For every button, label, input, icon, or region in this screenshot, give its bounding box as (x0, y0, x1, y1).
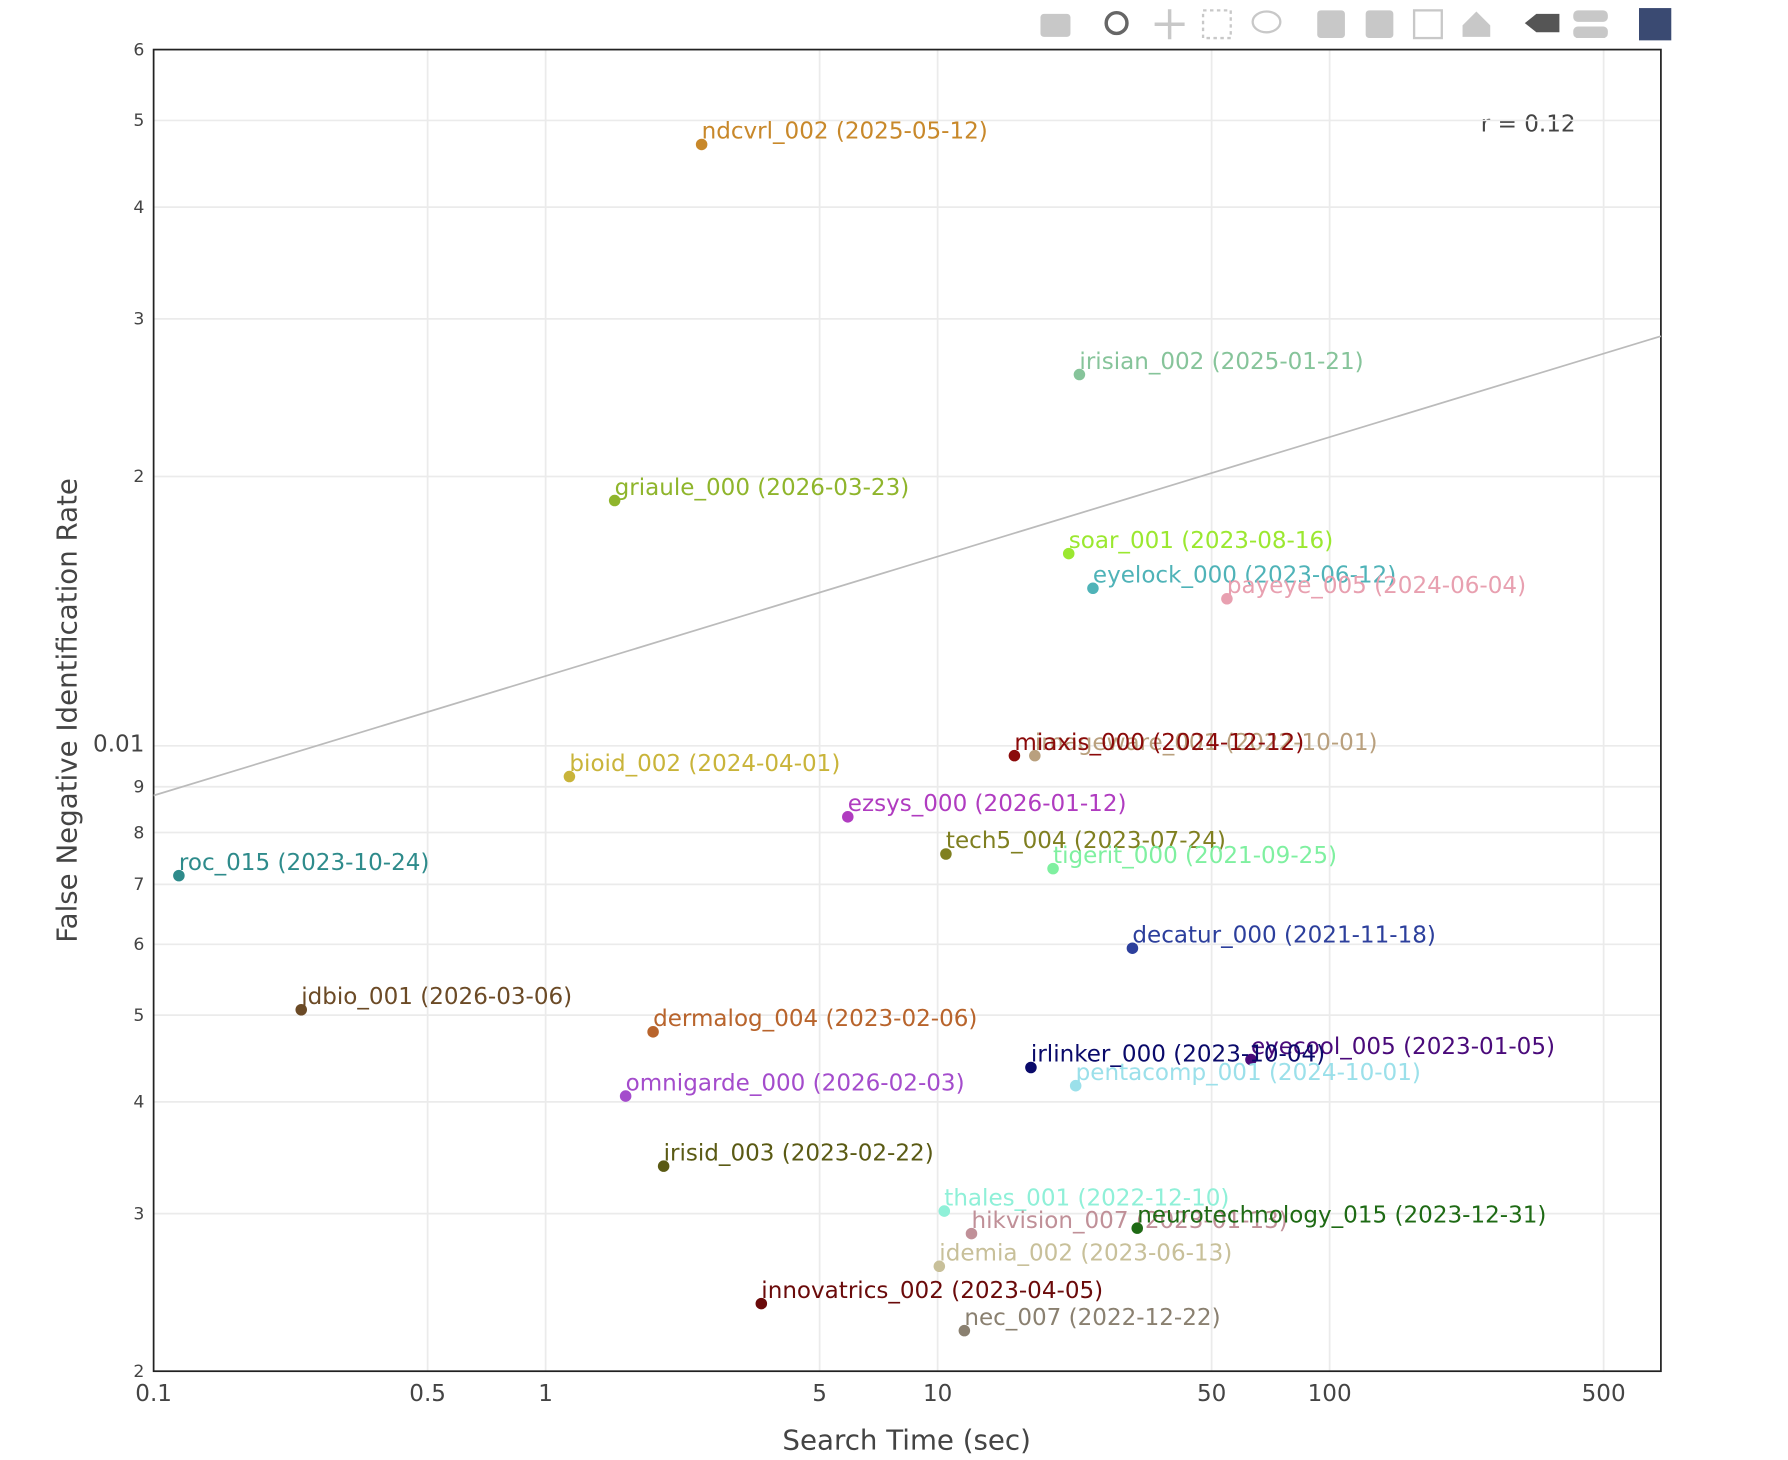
point-label: eyelock_000 (2023-06-12) (1093, 562, 1396, 588)
point (958, 1324, 971, 1337)
x-tick-label: 50 (1197, 1381, 1226, 1407)
y-tick-label: 9 (133, 778, 144, 798)
point-label: griaule_000 (2026-03-23) (615, 475, 910, 501)
point-label: ndcvrl_002 (2025-05-12) (702, 119, 988, 145)
select-icon[interactable] (1201, 9, 1232, 40)
point (938, 1205, 951, 1217)
x-axis-title: Search Time (sec) (782, 1424, 1031, 1457)
point (965, 1227, 978, 1240)
point-label: ezsys_000 (2026-01-12) (848, 791, 1127, 817)
point (647, 1026, 659, 1038)
y-tick-label: 4 (133, 1093, 144, 1113)
y-tick-label: 2 (133, 467, 144, 487)
y-tick-label: 6 (133, 935, 144, 955)
point (1062, 547, 1075, 560)
y-tick-label: 8 (133, 823, 144, 843)
point (1069, 1079, 1082, 1092)
point-label: irisid_003 (2023-02-22) (664, 1140, 934, 1166)
point (1245, 1053, 1257, 1066)
y-tick-label: 5 (133, 1006, 144, 1026)
y-axis-title: False Negative Identification Rate (50, 478, 83, 943)
point-label: irisian_002 (2025-01-21) (1079, 349, 1363, 375)
point-label: eyecool_005 (2023-01-05) (1251, 1034, 1555, 1060)
x-tick-label: 500 (1582, 1381, 1626, 1407)
x-tick-label: 5 (812, 1381, 827, 1407)
trend-line (153, 335, 1662, 797)
point (1047, 862, 1059, 875)
point (1087, 582, 1099, 595)
y-tick-label: 2 (133, 1362, 144, 1382)
pan-icon[interactable] (1154, 9, 1185, 40)
y-tick-label: 3 (133, 310, 144, 330)
point-label: nec_007 (2022-12-22) (964, 1305, 1220, 1331)
point-label: dermalog_004 (2023-02-06) (653, 1006, 977, 1032)
y-tick-label: 0.01 (93, 732, 144, 758)
point-label: soar_001 (2023-08-16) (1069, 528, 1333, 554)
lasso-icon[interactable] (1251, 10, 1282, 34)
point-label: jdbio_001 (2026-03-06) (300, 984, 572, 1010)
point-label: bioid_002 (2024-04-01) (569, 751, 840, 777)
x-tick-label: 0.1 (135, 1381, 172, 1407)
spike-icon[interactable] (1524, 13, 1560, 33)
camera-icon[interactable] (1040, 13, 1071, 37)
hover-icon[interactable] (1573, 10, 1608, 22)
point (608, 494, 621, 507)
x-tick-label: 10 (923, 1381, 952, 1407)
point-label: innovatrics_002 (2023-04-05) (761, 1278, 1103, 1304)
annotation: r = 0.12 (1481, 111, 1576, 137)
point-label: neurotechnology_015 (2023-12-31) (1137, 1202, 1546, 1228)
point (295, 1003, 308, 1016)
point (1008, 749, 1021, 762)
point-label: thales_001 (2022-12-10) (944, 1185, 1229, 1211)
point-label: tech5_004 (2023-07-24) (946, 828, 1226, 854)
point (755, 1297, 768, 1310)
point (173, 869, 185, 882)
point-label: tigerit_000 (2021-09-25) (1053, 843, 1337, 869)
point (1029, 749, 1041, 762)
point (695, 138, 708, 151)
hover-compare-icon[interactable] (1573, 26, 1608, 39)
point-label: imageware_001 (2022-10-01) (1035, 730, 1378, 756)
point-label: miaxis_000 (2024-12-12) (1014, 730, 1304, 756)
autoscale-icon[interactable] (1412, 9, 1443, 40)
point (1025, 1061, 1037, 1074)
zoom-in-icon[interactable] (1317, 10, 1345, 39)
point (1073, 368, 1086, 381)
y-tick-label: 6 (133, 40, 144, 60)
y-tick-label: 4 (133, 198, 144, 218)
point (933, 1260, 946, 1273)
x-tick-label: 1 (538, 1381, 553, 1407)
point (1131, 1222, 1143, 1234)
point-label: pentacomp_001 (2024-10-01) (1076, 1060, 1421, 1086)
point-label: idemia_002 (2023-06-13) (939, 1241, 1232, 1267)
point-label: hikvision_007 (2023-01-13) (971, 1208, 1287, 1234)
y-tick-label: 3 (133, 1204, 144, 1224)
toolbar (1040, 8, 1672, 41)
point (842, 811, 854, 823)
x-tick-label: 100 (1308, 1381, 1352, 1407)
point-label: omnigarde_000 (2026-02-03) (626, 1070, 965, 1096)
x-tick-label: 0.5 (409, 1381, 446, 1407)
point (1221, 593, 1233, 605)
point-label: roc_015 (2023-10-24) (179, 850, 430, 876)
point-label: irlinker_000 (2023-10-04) (1031, 1042, 1325, 1068)
point (940, 848, 952, 860)
point (657, 1160, 670, 1172)
home-icon[interactable] (1462, 11, 1491, 37)
y-tick-label: 5 (133, 111, 144, 131)
zoom-icon[interactable] (1104, 10, 1129, 36)
point-label: payeye_005 (2024-06-04) (1227, 573, 1526, 599)
plot-frame (152, 48, 1662, 1373)
y-tick-label: 7 (133, 875, 144, 895)
point (563, 770, 576, 783)
point (619, 1090, 632, 1102)
point (1126, 942, 1139, 954)
plotly-logo[interactable] (1638, 8, 1672, 41)
zoom-out-icon[interactable] (1365, 10, 1394, 39)
point-label: decatur_000 (2021-11-18) (1132, 922, 1435, 948)
